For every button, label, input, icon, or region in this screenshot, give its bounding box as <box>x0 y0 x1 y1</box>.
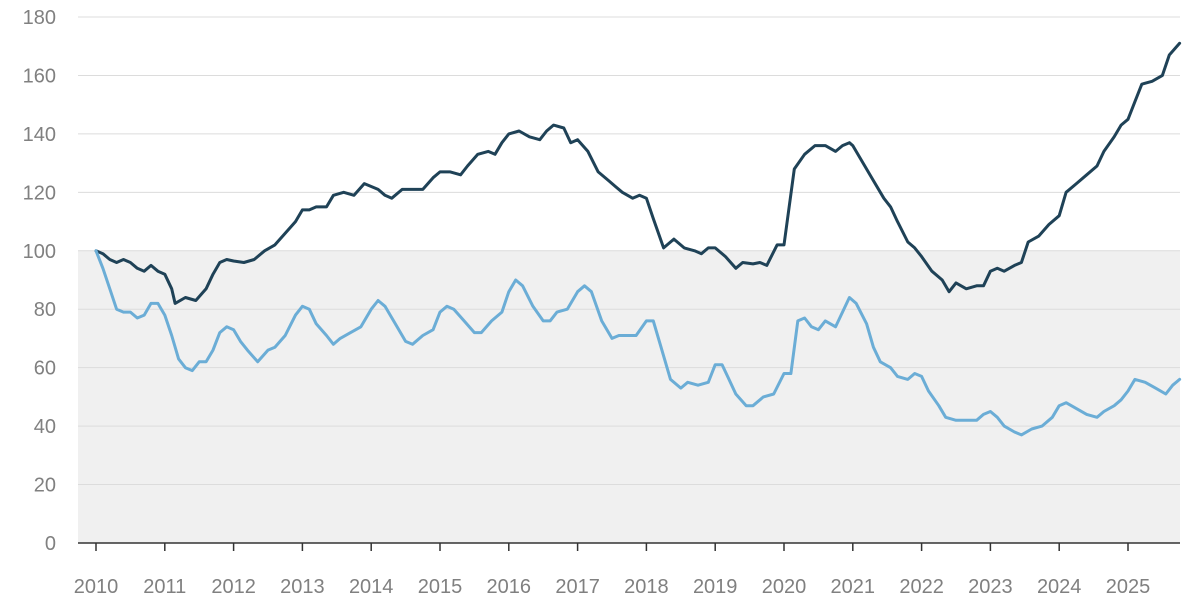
x-tick-label-2021: 2021 <box>831 576 876 598</box>
y-tick-label-100: 100 <box>23 241 56 263</box>
y-tick-label-40: 40 <box>34 416 56 438</box>
shaded-region <box>78 250 1180 543</box>
series-line-2 <box>94 249 1182 437</box>
y-tick-label-120: 120 <box>23 182 56 204</box>
x-tick-label-2014: 2014 <box>349 576 394 598</box>
y-axis-tick-labels: 0 20 40 60 80 100 120 140 160 180 <box>23 7 56 555</box>
y-tick-label-0: 0 <box>45 533 56 555</box>
series-lines <box>94 41 1182 437</box>
series-line-1 <box>94 41 1182 305</box>
x-tick-label-2015: 2015 <box>418 576 463 598</box>
x-tick-label-2023: 2023 <box>968 576 1013 598</box>
y-tick-label-20: 20 <box>34 475 56 497</box>
x-tick-label-2016: 2016 <box>487 576 532 598</box>
x-tick-label-2012: 2012 <box>211 576 256 598</box>
y-tick-label-60: 60 <box>34 358 56 380</box>
x-tick-label-2020: 2020 <box>762 576 807 598</box>
x-axis <box>78 542 1180 551</box>
x-tick-label-2018: 2018 <box>624 576 669 598</box>
y-tick-label-180: 180 <box>23 7 56 29</box>
gridlines <box>78 16 1180 486</box>
shaded-band <box>78 250 1180 543</box>
y-tick-label-160: 160 <box>23 65 56 87</box>
x-tick-label-2013: 2013 <box>280 576 325 598</box>
x-tick-label-2010: 2010 <box>74 576 119 598</box>
y-tick-label-80: 80 <box>34 299 56 321</box>
y-tick-label-140: 140 <box>23 124 56 146</box>
x-axis-tick-labels: 2010 2011 2012 2013 2014 2015 2016 2017 2018 2019… <box>74 576 1151 598</box>
x-tick-label-2019: 2019 <box>693 576 738 598</box>
x-tick-label-2017: 2017 <box>555 576 600 598</box>
x-tick-label-2024: 2024 <box>1037 576 1082 598</box>
x-tick-label-2011: 2011 <box>143 576 186 598</box>
x-tick-label-2022: 2022 <box>899 576 944 598</box>
x-tick-label-2025: 2025 <box>1106 576 1151 598</box>
